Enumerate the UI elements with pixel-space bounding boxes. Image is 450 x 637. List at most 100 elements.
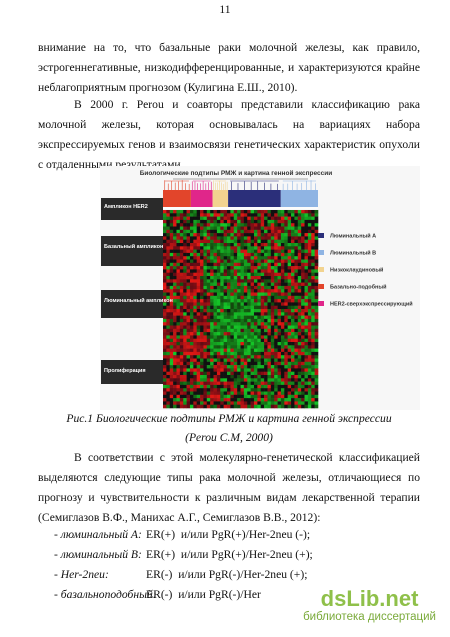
heatmap-cell (186, 312, 191, 316)
heatmap-cell (223, 335, 228, 339)
heatmap-cell (280, 394, 285, 399)
heatmap-cell (247, 266, 251, 270)
heatmap-cell (311, 378, 315, 382)
heatmap-cell (287, 272, 292, 277)
heatmap-cell (277, 355, 282, 359)
row-label: Люминальный ампликон (104, 297, 173, 304)
heatmap-cell (186, 365, 191, 369)
heatmap-cell (193, 249, 197, 254)
heatmap-cell (277, 256, 282, 260)
heatmap-cell (243, 404, 248, 409)
heatmap-cell (264, 305, 268, 310)
heatmap-cell (250, 312, 255, 316)
heatmap-cell (270, 305, 275, 310)
heatmap-cell (189, 322, 194, 326)
heatmap-cell (206, 398, 211, 402)
heatmap-cell (216, 322, 221, 326)
heatmap-cell (196, 398, 201, 402)
heatmap-cell (230, 401, 235, 405)
heatmap-cell (216, 213, 221, 217)
heatmap-cell (213, 378, 218, 382)
heatmap-cell (189, 318, 194, 323)
heatmap-cell (210, 233, 214, 237)
heatmap-cell (274, 345, 278, 349)
heatmap-cell (297, 381, 302, 386)
heatmap-cell (294, 210, 299, 214)
heatmap-cell (213, 252, 218, 257)
heatmap-cell (200, 272, 204, 277)
heatmap-cell (173, 401, 177, 405)
heatmap-cell (270, 256, 275, 260)
heatmap-cell (304, 322, 309, 326)
heatmap-cell (213, 371, 218, 376)
heatmap-cell (267, 216, 272, 221)
heatmap-cell (267, 361, 272, 366)
heatmap-cell (243, 398, 248, 402)
heatmap-cell (210, 266, 214, 270)
heatmap-cell (196, 404, 201, 409)
heatmap-cell (301, 358, 305, 363)
heatmap-cell (274, 312, 278, 316)
heatmap-cell (227, 309, 231, 313)
heatmap-cell (240, 289, 245, 293)
heatmap-cell (274, 246, 278, 250)
heatmap-cell (183, 312, 187, 316)
heatmap-cell (189, 239, 194, 244)
heatmap-cell (216, 236, 221, 240)
heatmap-cell (294, 305, 299, 310)
heatmap-cell (284, 365, 288, 369)
heatmap-cell (196, 246, 201, 250)
heatmap-cell (287, 318, 292, 323)
heatmap-cell (307, 309, 312, 313)
heatmap-cell (237, 404, 241, 409)
heatmap-cell (183, 361, 187, 366)
heatmap-cell (163, 378, 167, 382)
heatmap-cell (284, 282, 288, 287)
heatmap-cell (233, 305, 238, 310)
heatmap-cell (186, 249, 191, 254)
heatmap-cell (260, 289, 265, 293)
heatmap-cell (196, 361, 201, 366)
heatmap-cell (173, 256, 177, 260)
heatmap-cell (301, 348, 305, 353)
heatmap-cell (216, 342, 221, 346)
heatmap-cell (193, 384, 197, 389)
heatmap-cell (253, 312, 258, 316)
heatmap-cell (280, 309, 285, 313)
heatmap-cell (200, 279, 204, 283)
heatmap-cell (311, 322, 315, 326)
heatmap-cell (220, 249, 224, 254)
heatmap-cell (196, 358, 201, 363)
heatmap-cell (216, 276, 221, 280)
heatmap-cell (193, 302, 197, 306)
heatmap-cell (307, 332, 312, 336)
heatmap-cell (169, 259, 174, 264)
heatmap-cell (193, 391, 197, 396)
heatmap-cell (223, 219, 228, 224)
heatmap-cell (176, 318, 181, 323)
heatmap-cell (243, 315, 248, 320)
heatmap-cell (314, 229, 319, 234)
heatmap-cell (189, 299, 194, 303)
heatmap-cell (227, 328, 231, 333)
heatmap-cell (237, 213, 241, 217)
heatmap-cell (166, 285, 171, 290)
heatmap-cell (173, 318, 177, 323)
heatmap-cell (291, 269, 295, 273)
heatmap-cell (233, 210, 238, 214)
heatmap-cell (280, 312, 285, 316)
heatmap-cell (176, 236, 181, 240)
heatmap-cell (243, 289, 248, 293)
heatmap-cell (280, 262, 285, 267)
heatmap-cell (223, 388, 228, 392)
heatmap-cell (200, 368, 204, 372)
heatmap-cell (216, 325, 221, 330)
heatmap-cell (237, 375, 241, 379)
heatmap-cell (291, 355, 295, 359)
heatmap-cell (169, 299, 174, 303)
heatmap-cell (277, 325, 282, 330)
heatmap-cell (183, 243, 187, 247)
heatmap-cell (257, 295, 262, 300)
heatmap-cell (270, 210, 275, 214)
heatmap-cell (213, 318, 218, 323)
